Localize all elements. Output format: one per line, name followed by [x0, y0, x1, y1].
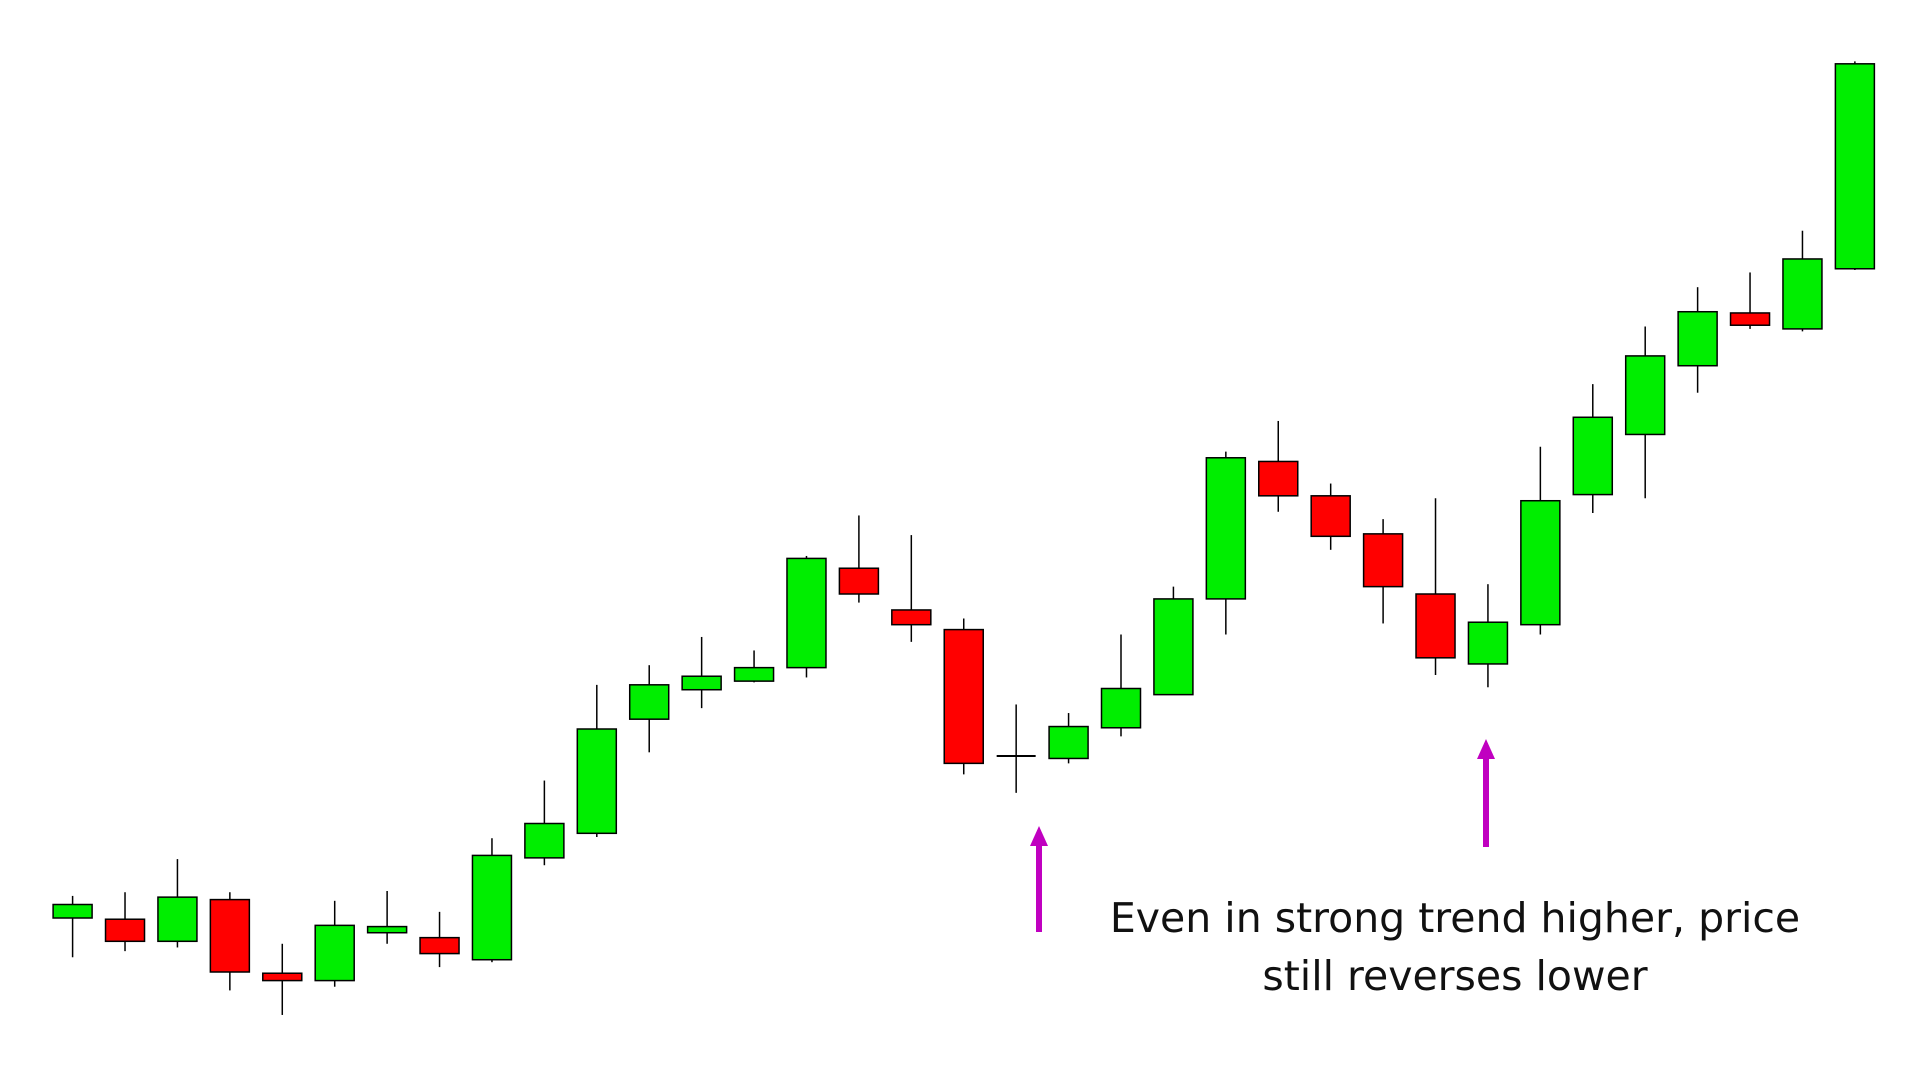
- candle-body: [471, 854, 513, 961]
- candle-body: [209, 898, 251, 973]
- candle-body: [681, 675, 722, 691]
- candle-body: [1100, 687, 1142, 729]
- candle-body: [838, 567, 880, 595]
- arrows: [1030, 739, 1495, 932]
- candle-body: [1310, 495, 1351, 538]
- candle-body: [524, 822, 565, 859]
- annotation: still reverses lower: [1262, 952, 1647, 1000]
- candle-body: [891, 609, 932, 626]
- candle-body: [366, 925, 408, 934]
- candle-body: [1520, 499, 1561, 626]
- candle-body: [419, 936, 460, 955]
- candle-body: [1834, 63, 1876, 270]
- candle-body: [1677, 310, 1718, 367]
- candle-body: [733, 666, 775, 682]
- candle-body: [943, 628, 984, 765]
- candle-body: [1153, 598, 1194, 696]
- candle-body: [628, 684, 670, 720]
- candle-body: [1624, 355, 1666, 436]
- candle-body: [576, 728, 618, 835]
- candle-body: [52, 903, 93, 919]
- candle-body: [1205, 457, 1247, 600]
- candle-body: [1258, 460, 1299, 497]
- candle-body: [1729, 312, 1771, 326]
- candle-body: [1572, 416, 1614, 496]
- candle-body: [1782, 258, 1823, 330]
- candle-body: [786, 557, 827, 669]
- candle-body: [104, 918, 146, 943]
- candle-body: [1362, 533, 1404, 588]
- annotation: Even in strong trend higher, price: [1110, 894, 1800, 942]
- candle-body: [157, 896, 198, 943]
- candle-body: [262, 972, 303, 982]
- arrow-head: [1030, 826, 1048, 846]
- candle-body: [1467, 621, 1509, 665]
- candle-body: [1048, 725, 1089, 760]
- arrow-head: [1477, 739, 1495, 759]
- candle-body: [314, 924, 355, 982]
- candle-body: [1415, 593, 1456, 659]
